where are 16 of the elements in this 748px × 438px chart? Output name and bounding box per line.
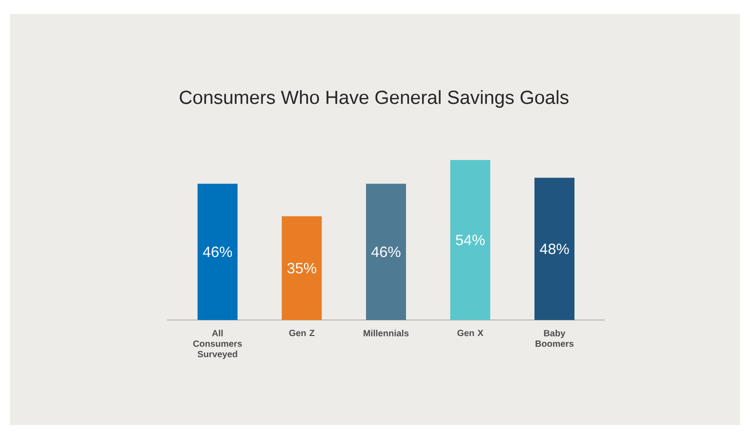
data-label: 46% (202, 246, 232, 258)
data-label: 48% (540, 244, 569, 254)
bar (282, 216, 322, 320)
x-tick-label: All Consumers Surveyed (193, 330, 242, 360)
bar (366, 184, 406, 320)
x-tick-label: Gen Z (289, 330, 314, 336)
data-label: 35% (287, 262, 316, 274)
bar (534, 178, 574, 320)
bar (198, 184, 238, 320)
bar (450, 160, 490, 320)
data-label: 46% (371, 246, 400, 258)
x-tick-label: Millennials (364, 330, 409, 336)
data-label: 54% (456, 234, 485, 246)
x-tick-label: Gen X (457, 330, 484, 336)
x-tick-label: Baby Boomers (536, 330, 574, 347)
chart-title: Consumers Who Have General Savings Goals (180, 90, 568, 108)
